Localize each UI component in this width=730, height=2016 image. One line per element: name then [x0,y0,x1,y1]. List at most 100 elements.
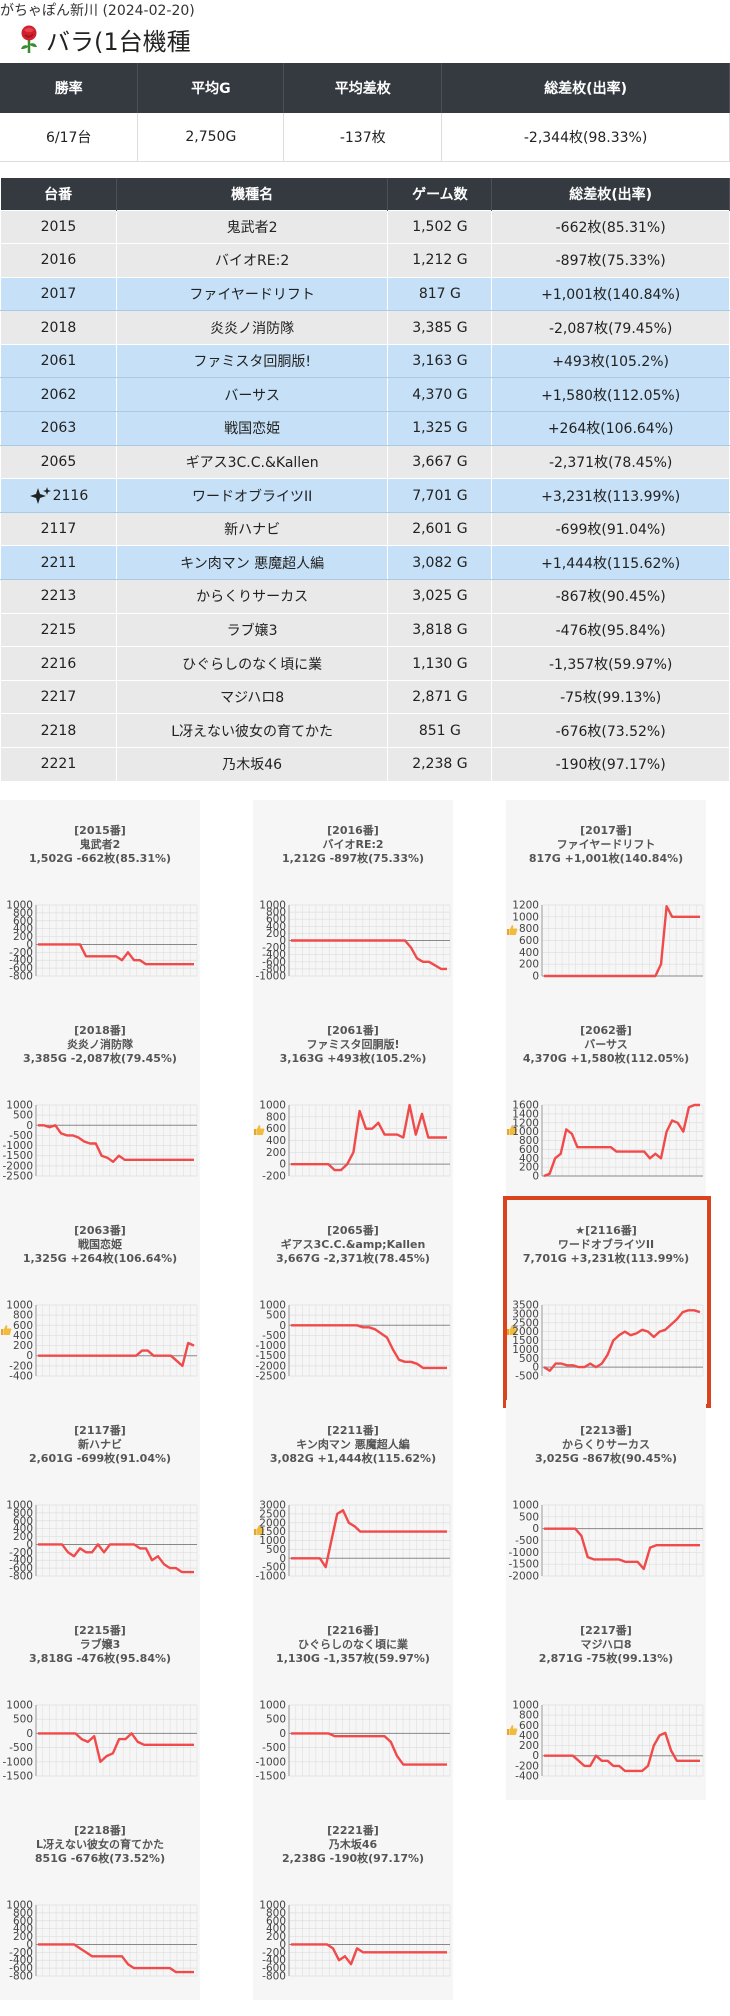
series-line [291,1943,447,1966]
y-tick-label: 1000 [512,911,539,923]
y-tick-label: 1000 [6,1900,33,1912]
y-tick-label: 0 [532,1750,539,1762]
chart-card[interactable]: [2063番] 戦国恋姫 1,325G +264枚(106.64%) 1000 800 6… [0,1200,200,1400]
table-row[interactable]: 2216 ひぐらしのなく頃に業 1,130 G -1,357枚(59.97%) [0,646,730,681]
table-row[interactable]: 2217 マジハロ8 2,871 G -75枚(99.13%) [0,679,730,715]
y-tick-label: -600 [9,1963,33,1975]
col-header-machine[interactable]: 機種名 [116,178,389,210]
table-row[interactable]: 2213 からくりサーカス 3,025 G -867枚(90.45%) [0,579,730,614]
chart-card[interactable]: [2065番] ギアス3C.C.&amp;Kallen 3,667G -2,371枚… [253,1200,453,1400]
chart-card[interactable]: [2015番] 鬼武者2 1,502G -662枚(85.31%) 1000 800 60… [0,800,200,1000]
table-row[interactable]: 2116 ワードオブライツII 7,701 G +3,231枚(113.99%) [0,478,730,513]
cell-machine-name[interactable]: 鬼武者2 [115,209,389,245]
chart-card[interactable]: [2218番] L冴えない彼女の育てかた 851G -676枚(73.52%) 100… [0,1800,200,2000]
cell-number: 2211 [0,545,117,581]
table-row[interactable]: 2215 ラブ嬢3 3,818 G -476枚(95.84%) [0,612,730,648]
y-tick-label: 600 [13,915,33,927]
cell-machine-name[interactable]: 炎炎ノ消防隊 [115,310,389,345]
y-tick-label: -1500 [2,1771,33,1781]
table-row[interactable]: 2117 新ハナビ 2,601 G -699枚(91.04%) [0,511,730,547]
cell-machine-name[interactable]: ファイヤードリフト [115,276,389,312]
chart-machine-number: [2015番] [74,824,126,837]
chart-machine-name: ワードオブライツII [557,1238,655,1251]
y-tick-label: -1500 [255,1350,286,1362]
cell-diff: -1,357枚(59.97%) [491,646,730,681]
table-row[interactable]: 2018 炎炎ノ消防隊 3,385 G -2,087枚(79.45%) [0,310,730,345]
table-row[interactable]: 2211 キン肉マン 悪魔超人編 3,082 G +1,444枚(115.62%) [0,545,730,581]
y-tick-label: -200 [9,1947,33,1959]
summary-header-winrate: 勝率 [0,63,139,113]
chart-card[interactable]: [2018番] 炎炎ノ消防隊 3,385G -2,087枚(79.45%) 1000 5… [0,1000,200,1200]
chart-stats: 3,818G -476枚(95.84%) [28,1652,172,1665]
y-tick-label: 0 [26,939,33,951]
chart-card[interactable]: [2215番] ラブ嬢3 3,818G -476枚(95.84%) 1000 500 0 -… [0,1600,200,1800]
cell-machine-name[interactable]: からくりサーカス [115,579,389,614]
table-row[interactable]: 2065 ギアス3C.C.&Kallen 3,667 G -2,371枚(78.45%… [0,444,730,480]
chart-card[interactable]: [2217番] マジハロ8 2,871G -75枚(99.13%) 1000 800 60… [506,1600,706,1800]
y-tick-label: -800 [9,1971,33,1981]
chart-card[interactable]: [2016番] バイオRE:2 1,212G -897枚(75.33%) 1000 80… [253,800,453,1000]
y-tick-label: 600 [519,1144,539,1156]
y-tick-label: -2500 [2,1171,33,1181]
table-row[interactable]: 2063 戦国恋姫 1,325 G +264枚(106.64%) [0,411,730,446]
cell-machine-name[interactable]: キン肉マン 悪魔超人編 [115,545,389,581]
cell-games: 817 G [387,276,493,312]
chart-card[interactable]: [2117番] 新ハナビ 2,601G -699枚(91.04%) 1000 800 60… [0,1400,200,1600]
chart-card[interactable]: [2216番] ひぐらしのなく頃に業 1,130G -1,357枚(59.97%) 1… [253,1600,453,1800]
y-tick-label: -200 [9,1547,33,1559]
table-row[interactable]: 2218 L冴えない彼女の育てかた 851 G -676枚(73.52%) [0,713,730,748]
cell-machine-name[interactable]: ワードオブライツII [115,478,389,513]
y-tick-label: 200 [519,1162,539,1174]
y-tick-label: 800 [519,1710,539,1722]
chart-machine-number: [2211番] [327,1424,379,1437]
table-row[interactable]: 2016 バイオRE:2 1,212 G -897枚(75.33%) [0,243,730,278]
cell-machine-name[interactable]: L冴えない彼女の育てかた [115,713,389,748]
cell-machine-name[interactable]: バーサス [115,377,389,413]
chart-machine-name: からくりサーカス [562,1438,650,1451]
cell-machine-name[interactable]: 新ハナビ [115,511,389,547]
chart-header: [2221番] 乃木坂46 2,238G -190枚(97.17%) [253,1824,453,1866]
chart-card[interactable]: [2062番] バーサス 4,370G +1,580枚(112.05%) 1600 14… [506,1000,706,1200]
col-header-number[interactable]: 台番 [0,178,117,210]
cell-machine-name[interactable]: ひぐらしのなく頃に業 [115,646,389,681]
cell-machine-name[interactable]: 戦国恋姫 [115,411,389,446]
chart-stats: 817G +1,001枚(140.84%) [528,852,684,865]
y-tick-label: 600 [519,1720,539,1732]
chart-card[interactable]: [2017番] ファイヤードリフト 817G +1,001枚(140.84%) 120… [506,800,706,1000]
y-tick-label: 600 [519,935,539,947]
chart-card[interactable]: [2213番] からくりサーカス 3,025G -867枚(90.45%) 1000 5… [506,1400,706,1600]
chart-card[interactable]: [2061番] ファミスタ回胴版! 3,163G +493枚(105.2%) 1000… [253,1000,453,1200]
col-header-diff[interactable]: 総差枚(出率) [491,178,730,210]
y-tick-label: -200 [9,1360,33,1372]
table-row[interactable]: 2017 ファイヤードリフト 817 G +1,001枚(140.84%) [0,276,730,312]
col-header-games[interactable]: ゲーム数 [387,178,493,210]
summary-header-total-diff: 総差枚(出率) [441,63,730,113]
cell-machine-name[interactable]: 乃木坂46 [115,747,389,782]
chart-machine-name: 乃木坂46 [328,1838,378,1851]
cell-machine-name[interactable]: バイオRE:2 [115,243,389,278]
chart-machine-number: [2213番] [580,1424,632,1437]
chart-stats: 3,163G +493枚(105.2%) [279,1052,427,1065]
cell-number: 2061 [0,343,117,379]
table-row[interactable]: 2221 乃木坂46 2,238 G -190枚(97.17%) [0,747,730,782]
chart-stats: 3,385G -2,087枚(79.45%) [23,1052,177,1065]
cell-games: 3,818 G [387,612,493,648]
y-tick-label: -800 [9,1571,33,1581]
cell-diff: -662枚(85.31%) [491,209,730,245]
table-row[interactable]: 2015 鬼武者2 1,502 G -662枚(85.31%) [0,209,730,245]
cell-machine-name[interactable]: ギアス3C.C.&Kallen [115,444,389,480]
cell-machine-name[interactable]: マジハロ8 [115,679,389,715]
y-tick-label: 1000 [259,1300,286,1312]
y-tick-label: 400 [519,947,539,959]
chart-card[interactable]: ★[2116番] ワードオブライツII 7,701G +3,231枚(113.99%… [506,1200,706,1400]
cell-machine-name[interactable]: ラブ嬢3 [115,612,389,648]
table-row[interactable]: 2061 ファミスタ回胴版! 3,163 G +493枚(105.2%) [0,343,730,379]
cell-machine-name[interactable]: ファミスタ回胴版! [115,343,389,379]
cell-games: 7,701 G [387,478,493,513]
chart-card[interactable]: [2221番] 乃木坂46 2,238G -190枚(97.17%) 1000 800 6… [253,1800,453,2000]
table-row[interactable]: 2062 バーサス 4,370 G +1,580枚(112.05%) [0,377,730,413]
chart-card[interactable]: [2211番] キン肉マン 悪魔超人編 3,082G +1,444枚(115.62%… [253,1400,453,1600]
y-tick-label: 800 [519,923,539,935]
